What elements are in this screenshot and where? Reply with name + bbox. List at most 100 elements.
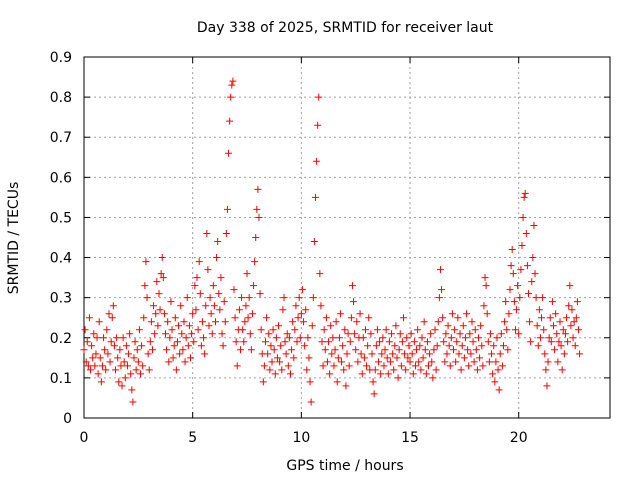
data-point <box>557 342 565 350</box>
data-point <box>573 298 581 306</box>
data-point <box>100 334 108 342</box>
data-point <box>505 310 513 318</box>
data-point <box>89 354 97 362</box>
data-point <box>154 322 162 330</box>
data-point <box>520 193 528 201</box>
data-point <box>432 366 440 374</box>
data-point <box>492 358 500 366</box>
data-point <box>495 386 503 394</box>
plot-frame <box>83 56 611 419</box>
data-points <box>80 77 584 406</box>
data-point <box>466 330 474 338</box>
data-point <box>127 370 135 378</box>
data-point <box>298 286 306 294</box>
x-axis-label: GPS time / hours <box>286 458 403 474</box>
data-point <box>275 322 283 330</box>
data-point <box>522 229 530 237</box>
data-point <box>393 354 401 362</box>
data-point <box>140 314 148 322</box>
data-point <box>125 350 133 358</box>
data-point <box>534 342 542 350</box>
data-point <box>158 254 166 262</box>
data-point <box>332 318 340 326</box>
data-point <box>425 362 433 370</box>
data-point <box>400 314 408 322</box>
data-point <box>215 290 223 298</box>
data-point <box>388 330 396 338</box>
data-point <box>334 354 342 362</box>
chart-title: Day 338 of 2025, SRMTID for receiver lau… <box>197 20 494 36</box>
data-point <box>306 378 314 386</box>
data-point <box>365 314 373 322</box>
data-point <box>463 310 471 318</box>
data-point <box>563 314 571 322</box>
data-point <box>361 326 369 334</box>
data-point <box>311 193 319 201</box>
data-point <box>322 314 330 322</box>
data-point <box>555 338 563 346</box>
data-point <box>511 326 519 334</box>
data-point <box>479 362 487 370</box>
data-point <box>566 282 574 290</box>
data-point <box>288 346 296 354</box>
data-point <box>277 342 285 350</box>
data-point <box>446 362 454 370</box>
data-point <box>225 149 233 157</box>
data-point <box>532 294 540 302</box>
data-point <box>259 378 267 386</box>
data-point <box>133 346 141 354</box>
data-point <box>204 266 212 274</box>
data-point <box>185 322 193 330</box>
data-point <box>135 326 143 334</box>
data-point <box>253 205 261 213</box>
data-point <box>418 334 426 342</box>
data-point <box>519 213 527 221</box>
data-point <box>230 286 238 294</box>
data-point <box>565 302 573 310</box>
data-point <box>254 185 262 193</box>
data-point <box>443 350 451 358</box>
data-point <box>189 310 197 318</box>
data-point <box>335 334 343 342</box>
data-point <box>177 302 185 310</box>
data-point <box>220 298 228 306</box>
data-point <box>82 358 90 366</box>
data-point <box>478 342 486 350</box>
data-point <box>261 338 269 346</box>
data-point <box>232 338 240 346</box>
data-point <box>407 330 415 338</box>
data-point <box>333 378 341 386</box>
data-point <box>156 306 164 314</box>
data-point <box>162 330 170 338</box>
x-tick-label: 15 <box>401 430 419 446</box>
data-point <box>510 298 518 306</box>
data-point <box>458 342 466 350</box>
data-point <box>473 366 481 374</box>
data-point <box>278 366 286 374</box>
data-point <box>558 366 566 374</box>
data-point <box>88 342 96 350</box>
data-point <box>501 318 509 326</box>
data-point <box>279 306 287 314</box>
data-point <box>461 334 469 342</box>
data-point <box>157 270 165 278</box>
data-point <box>451 326 459 334</box>
data-point <box>460 354 468 362</box>
data-point <box>202 302 210 310</box>
y-tick-label: 0.1 <box>50 371 72 387</box>
data-point <box>326 370 334 378</box>
data-point <box>538 314 546 322</box>
data-point <box>290 354 298 362</box>
data-point <box>117 362 125 370</box>
data-point <box>181 358 189 366</box>
data-point <box>530 221 538 229</box>
data-point <box>289 318 297 326</box>
data-point <box>385 338 393 346</box>
data-point <box>282 350 290 358</box>
data-point <box>546 314 554 322</box>
data-point <box>452 358 460 366</box>
data-point <box>256 290 264 298</box>
data-point <box>417 366 425 374</box>
data-point <box>426 350 434 358</box>
data-point <box>109 302 117 310</box>
